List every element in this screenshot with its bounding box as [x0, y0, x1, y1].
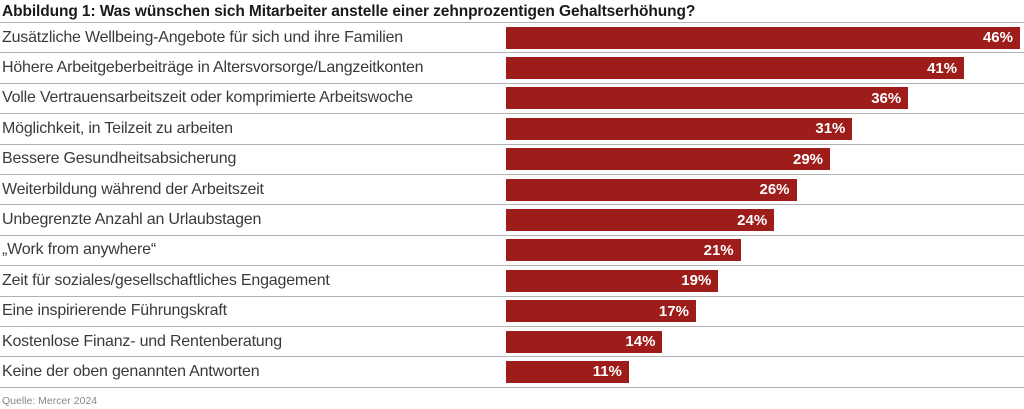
- chart-row: Unbegrenzte Anzahl an Urlaubstagen 24%: [0, 204, 1024, 234]
- bar-track: 17%: [506, 300, 1020, 323]
- chart-row: „Work from anywhere“ 21%: [0, 234, 1024, 265]
- bar-value: 21%: [703, 241, 734, 259]
- bar-track: 36%: [506, 87, 1020, 110]
- chart-row: Höhere Arbeitgeberbeiträge in Altersvors…: [0, 52, 1024, 82]
- row-label: Zeit für soziales/gesellschaftliches Eng…: [2, 271, 330, 289]
- source-note: Quelle: Mercer 2024: [2, 394, 98, 407]
- chart-row: Zeit für soziales/gesellschaftliches Eng…: [0, 265, 1024, 295]
- bar-track: 46%: [506, 26, 1020, 49]
- bar-track: 41%: [506, 57, 1020, 80]
- bar-track: 26%: [506, 178, 1020, 201]
- bar-value: 11%: [592, 363, 622, 381]
- bar-track: 21%: [506, 239, 1020, 262]
- chart-row: Bessere Gesundheitsabsicherung 29%: [0, 143, 1024, 174]
- row-label: Eine inspirierende Führungskraft: [2, 302, 227, 320]
- row-label: Möglichkeit, in Teilzeit zu arbeiten: [2, 119, 233, 137]
- bar: 19%: [506, 269, 719, 292]
- chart-row: Eine inspirierende Führungskraft 17%: [0, 295, 1024, 326]
- chart-row: Volle Vertrauensarbeitszeit oder komprim…: [0, 82, 1024, 113]
- row-label: Höhere Arbeitgeberbeiträge in Altersvors…: [2, 59, 424, 77]
- chart-row: Kostenlose Finanz- und Rentenberatung 14…: [0, 325, 1024, 356]
- chart-row: Keine der oben genannten Antworten 11%: [0, 356, 1024, 386]
- bar-value: 36%: [871, 89, 902, 107]
- chart-row: Zusätzliche Wellbeing-Angebote für sich …: [0, 22, 1024, 52]
- bar: 11%: [506, 360, 629, 383]
- row-label: Bessere Gesundheitsabsicherung: [2, 150, 237, 168]
- bar-value: 19%: [681, 272, 712, 290]
- bar: 41%: [506, 57, 965, 80]
- row-label: „Work from anywhere“: [2, 241, 156, 259]
- row-label: Keine der oben genannten Antworten: [2, 362, 260, 380]
- bar-track: 14%: [506, 330, 1020, 353]
- bar-value: 29%: [793, 150, 824, 168]
- bar: 21%: [506, 239, 741, 262]
- bar-value: 26%: [759, 181, 790, 199]
- bar: 24%: [506, 209, 775, 232]
- row-label: Zusätzliche Wellbeing-Angebote für sich …: [2, 28, 403, 46]
- row-label: Kostenlose Finanz- und Rentenberatung: [2, 332, 282, 350]
- bar-track: 29%: [506, 148, 1020, 171]
- bar: 46%: [506, 26, 1020, 49]
- chart-row: Weiterbildung während der Arbeitszeit 26…: [0, 173, 1024, 204]
- bar: 17%: [506, 300, 696, 323]
- bar: 36%: [506, 87, 909, 110]
- row-label: Unbegrenzte Anzahl an Urlaubstagen: [2, 211, 262, 229]
- bar: 29%: [506, 148, 831, 171]
- row-label: Weiterbildung während der Arbeitszeit: [2, 180, 264, 198]
- bar-value: 41%: [927, 59, 958, 77]
- bar-value: 17%: [658, 302, 689, 320]
- bar: 26%: [506, 178, 797, 201]
- bar-value: 31%: [815, 120, 846, 138]
- bar-track: 11%: [506, 360, 1020, 383]
- bar-chart: Zusätzliche Wellbeing-Angebote für sich …: [0, 22, 1024, 388]
- bar-track: 24%: [506, 209, 1020, 232]
- bar-value: 24%: [737, 211, 768, 229]
- bar-track: 31%: [506, 117, 1020, 140]
- bar: 14%: [506, 330, 663, 353]
- bar: 31%: [506, 117, 853, 140]
- chart-row: Möglichkeit, in Teilzeit zu arbeiten 31%: [0, 113, 1024, 143]
- chart-title: Abbildung 1: Was wünschen sich Mitarbeit…: [2, 3, 696, 20]
- row-label: Volle Vertrauensarbeitszeit oder komprim…: [2, 89, 413, 107]
- bar-value: 46%: [982, 29, 1013, 47]
- bar-track: 19%: [506, 269, 1020, 292]
- bar-value: 14%: [625, 333, 656, 351]
